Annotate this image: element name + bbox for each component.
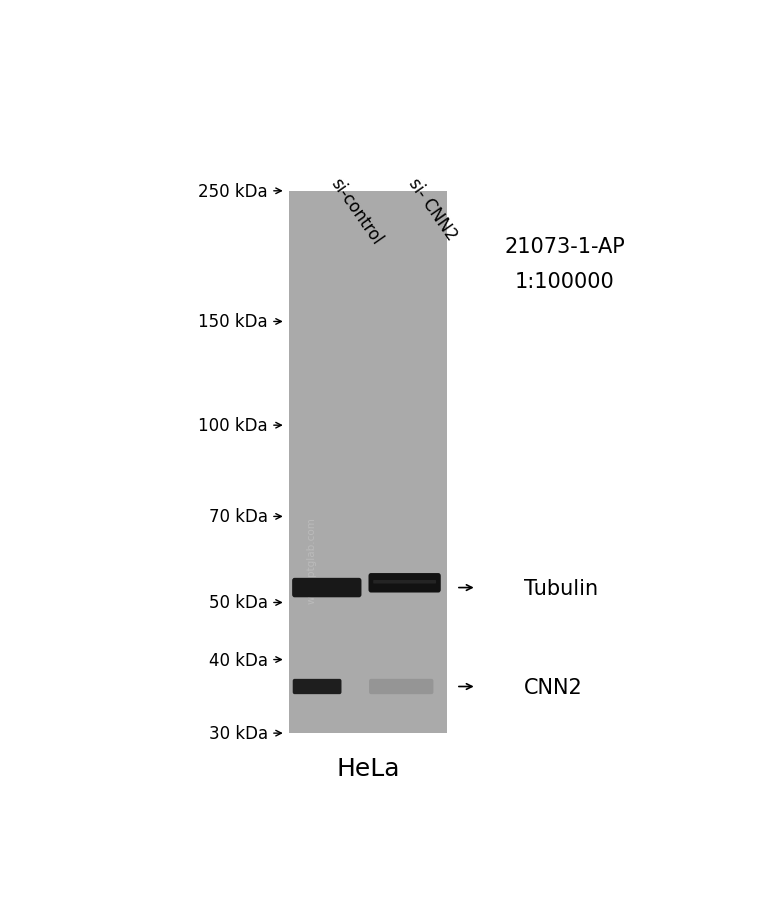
Text: HeLa: HeLa — [336, 756, 399, 780]
Text: 100 kDa: 100 kDa — [199, 417, 268, 435]
Text: 21073-1-AP: 21073-1-AP — [504, 237, 625, 257]
FancyBboxPatch shape — [293, 679, 341, 695]
Text: CNN2: CNN2 — [524, 676, 582, 696]
Bar — [289, 191, 447, 733]
Text: 150 kDa: 150 kDa — [199, 313, 268, 331]
FancyBboxPatch shape — [369, 679, 434, 695]
FancyBboxPatch shape — [368, 574, 440, 593]
Text: 40 kDa: 40 kDa — [209, 651, 268, 668]
FancyBboxPatch shape — [373, 580, 436, 584]
Text: 50 kDa: 50 kDa — [209, 594, 268, 612]
Text: 250 kDa: 250 kDa — [199, 182, 268, 200]
Text: 1:100000: 1:100000 — [515, 272, 615, 292]
Text: 70 kDa: 70 kDa — [209, 508, 268, 526]
Text: 30 kDa: 30 kDa — [209, 724, 268, 742]
Text: si-control: si-control — [327, 174, 386, 247]
Text: Tubulin: Tubulin — [524, 578, 598, 598]
Text: www.ptglab.com: www.ptglab.com — [306, 516, 316, 603]
FancyBboxPatch shape — [292, 578, 362, 598]
Text: si- CNN2: si- CNN2 — [405, 174, 460, 244]
